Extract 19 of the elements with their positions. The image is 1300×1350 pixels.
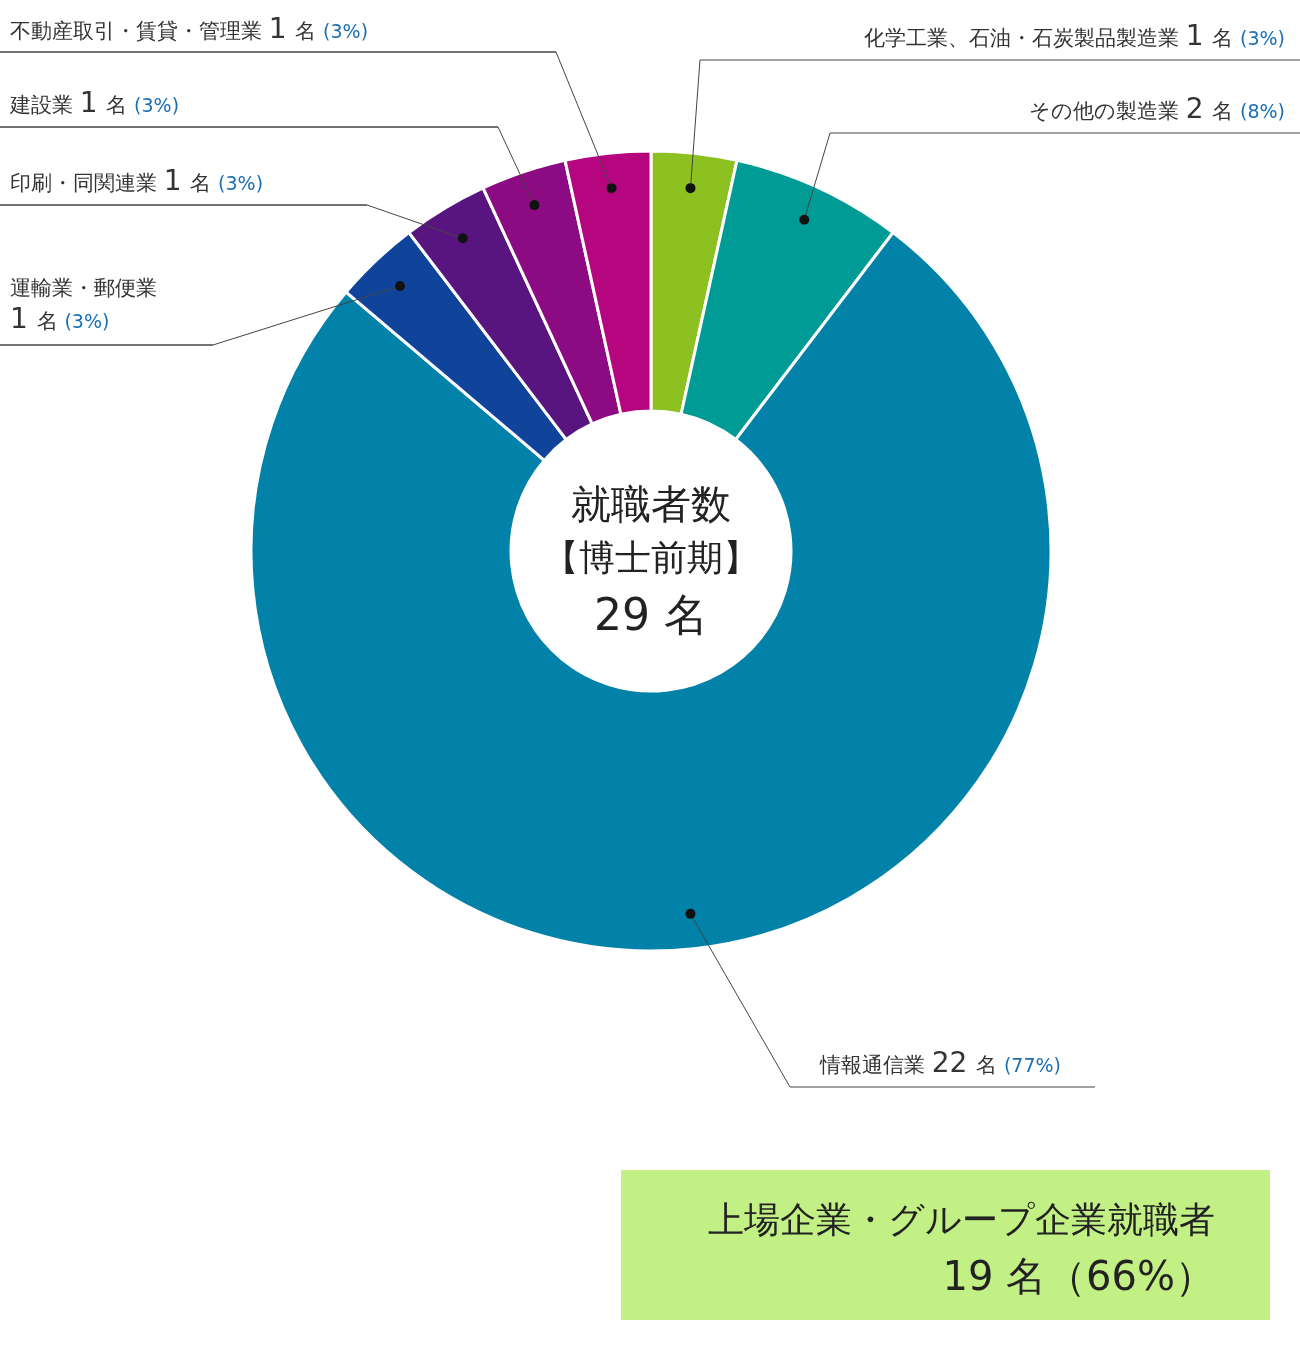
data-label: 1 名 (3%): [163, 164, 264, 197]
data-label: 22 名 (77%): [931, 1046, 1061, 1079]
slice-label: 建設業: [9, 93, 80, 117]
text: 19 名（66%）: [942, 1253, 1215, 1299]
data-label: 1 名 (3%): [1185, 19, 1285, 52]
slice-label: 不動産取引・賃貸・管理業: [10, 19, 269, 43]
text: 29 名: [594, 589, 708, 640]
text: 【博士前期】: [543, 537, 759, 578]
slice-label: その他の製造業: [1028, 99, 1186, 123]
data-label: 1 名 (3%): [268, 12, 369, 45]
text: 上場企業・グループ企業就職者: [708, 1199, 1215, 1240]
slice-label: 運輸業・郵便業: [10, 276, 157, 300]
data-label: 2 名 (8%): [1185, 92, 1285, 125]
slice-label: 情報通信業: [819, 1053, 932, 1077]
slice-label: 印刷・同関連業: [10, 171, 164, 195]
data-label: 1 名 (3%): [10, 302, 110, 335]
data-label: 1 名 (3%): [79, 86, 180, 119]
text: 就職者数: [571, 481, 731, 527]
slice-label: 化学工業、石油・石炭製品製造業: [863, 26, 1186, 50]
